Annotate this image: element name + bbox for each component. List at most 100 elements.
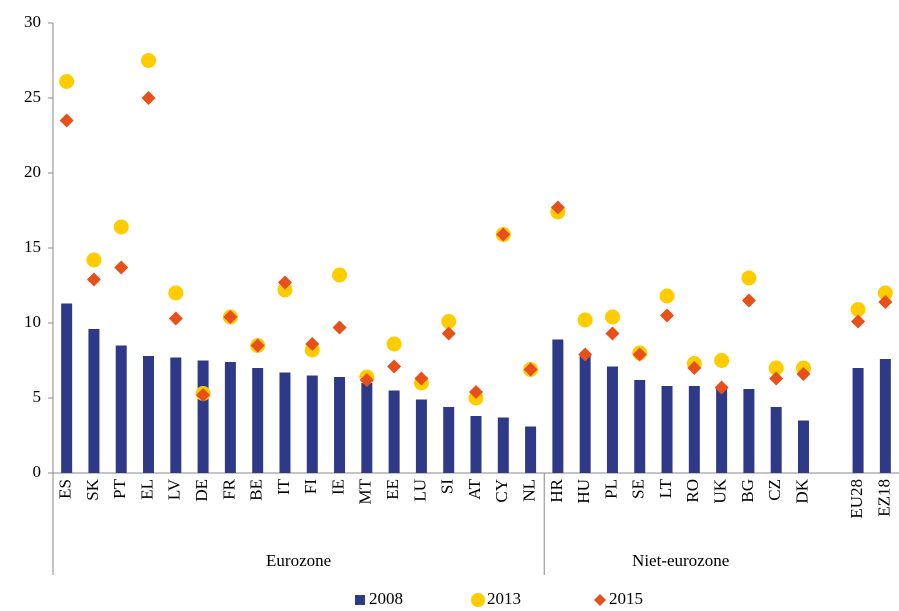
legend-swatch [471, 593, 485, 607]
dot [768, 360, 784, 376]
diamond [687, 361, 702, 375]
bar [115, 345, 127, 473]
y-tick-label: 20 [24, 162, 41, 181]
bar [552, 339, 564, 473]
bar [197, 360, 209, 473]
diamond [141, 91, 156, 105]
x-tick-label: BG [738, 479, 757, 503]
bar [61, 303, 73, 473]
legend-swatch [594, 594, 606, 606]
diamond [387, 359, 402, 374]
bar [716, 386, 728, 473]
bar [879, 359, 891, 473]
x-tick-label: RO [683, 479, 702, 503]
diamond [796, 367, 811, 381]
x-tick-label: FI [301, 479, 320, 494]
x-tick-label: LU [410, 479, 429, 502]
y-tick-label: 0 [33, 462, 42, 481]
diamond [550, 200, 565, 215]
y-tick-label: 25 [24, 87, 41, 106]
diamond [250, 338, 265, 353]
bar [606, 366, 618, 473]
dot [577, 312, 593, 328]
diamond [305, 337, 320, 351]
diamond [168, 311, 183, 326]
bar [334, 377, 346, 473]
diamond [878, 295, 893, 309]
dot [604, 309, 620, 325]
dot [877, 285, 893, 301]
y-tick-label: 15 [24, 237, 41, 256]
x-tick-label: HU [574, 479, 593, 504]
bar [497, 417, 509, 473]
diamond [714, 380, 729, 395]
dot [59, 74, 75, 89]
x-tick-label: PT [110, 478, 129, 498]
bar [88, 329, 100, 473]
x-tick-label: EL [137, 479, 156, 500]
bar [579, 356, 591, 473]
bar [361, 383, 373, 473]
bar [279, 372, 291, 473]
diamond [469, 385, 483, 399]
bar [634, 380, 646, 473]
x-tick-label: EE [383, 479, 402, 500]
x-tick-label: LT [656, 478, 675, 498]
x-tick-label: SI [438, 479, 457, 494]
x-tick-label: IE [328, 479, 347, 495]
x-tick-label: HR [547, 478, 566, 502]
dot [714, 353, 730, 368]
x-tick-label: CZ [765, 479, 784, 501]
x-tick-label: FR [219, 478, 238, 499]
x-tick-label: ES [56, 479, 75, 499]
x-tick-label: LV [165, 478, 184, 500]
y-tick-label: 30 [24, 12, 41, 31]
x-tick-label: IT [274, 478, 293, 495]
dot [386, 336, 402, 352]
bar [797, 420, 809, 473]
dot [441, 314, 457, 329]
x-tick-label: EZ18 [874, 479, 893, 517]
legend-label: 2015 [609, 589, 643, 608]
bar [688, 386, 700, 473]
x-tick-label: UK [711, 478, 730, 503]
diamond [578, 347, 593, 362]
bar [743, 389, 755, 473]
dot [277, 282, 293, 298]
x-tick-label: NL [519, 479, 538, 502]
x-tick-label: CY [492, 479, 511, 503]
bar [525, 426, 537, 473]
diamond [741, 293, 756, 308]
dot [332, 267, 348, 283]
group-label: Eurozone [266, 551, 331, 570]
dot [141, 53, 157, 68]
legend-label: 2008 [369, 589, 403, 608]
diamond [359, 373, 374, 387]
dot [86, 252, 102, 268]
diamond [223, 310, 238, 324]
dot [850, 302, 866, 317]
bar [470, 416, 482, 473]
diamond [496, 227, 511, 242]
diamond [523, 362, 538, 377]
diamond [632, 347, 647, 362]
bar [388, 390, 400, 473]
diamond [414, 371, 429, 386]
diamond [114, 260, 129, 275]
x-tick-label: SK [83, 478, 102, 500]
bar [852, 368, 864, 473]
dot [168, 285, 184, 301]
diamond [277, 275, 292, 290]
y-tick-label: 10 [24, 312, 41, 331]
diamond [59, 113, 74, 128]
diamond [605, 326, 620, 341]
diamond [769, 371, 784, 386]
bar [443, 407, 455, 473]
diamond [851, 314, 866, 329]
dot [113, 219, 129, 235]
legend-label: 2013 [487, 589, 521, 608]
bar [170, 357, 182, 473]
diamond [660, 308, 675, 323]
